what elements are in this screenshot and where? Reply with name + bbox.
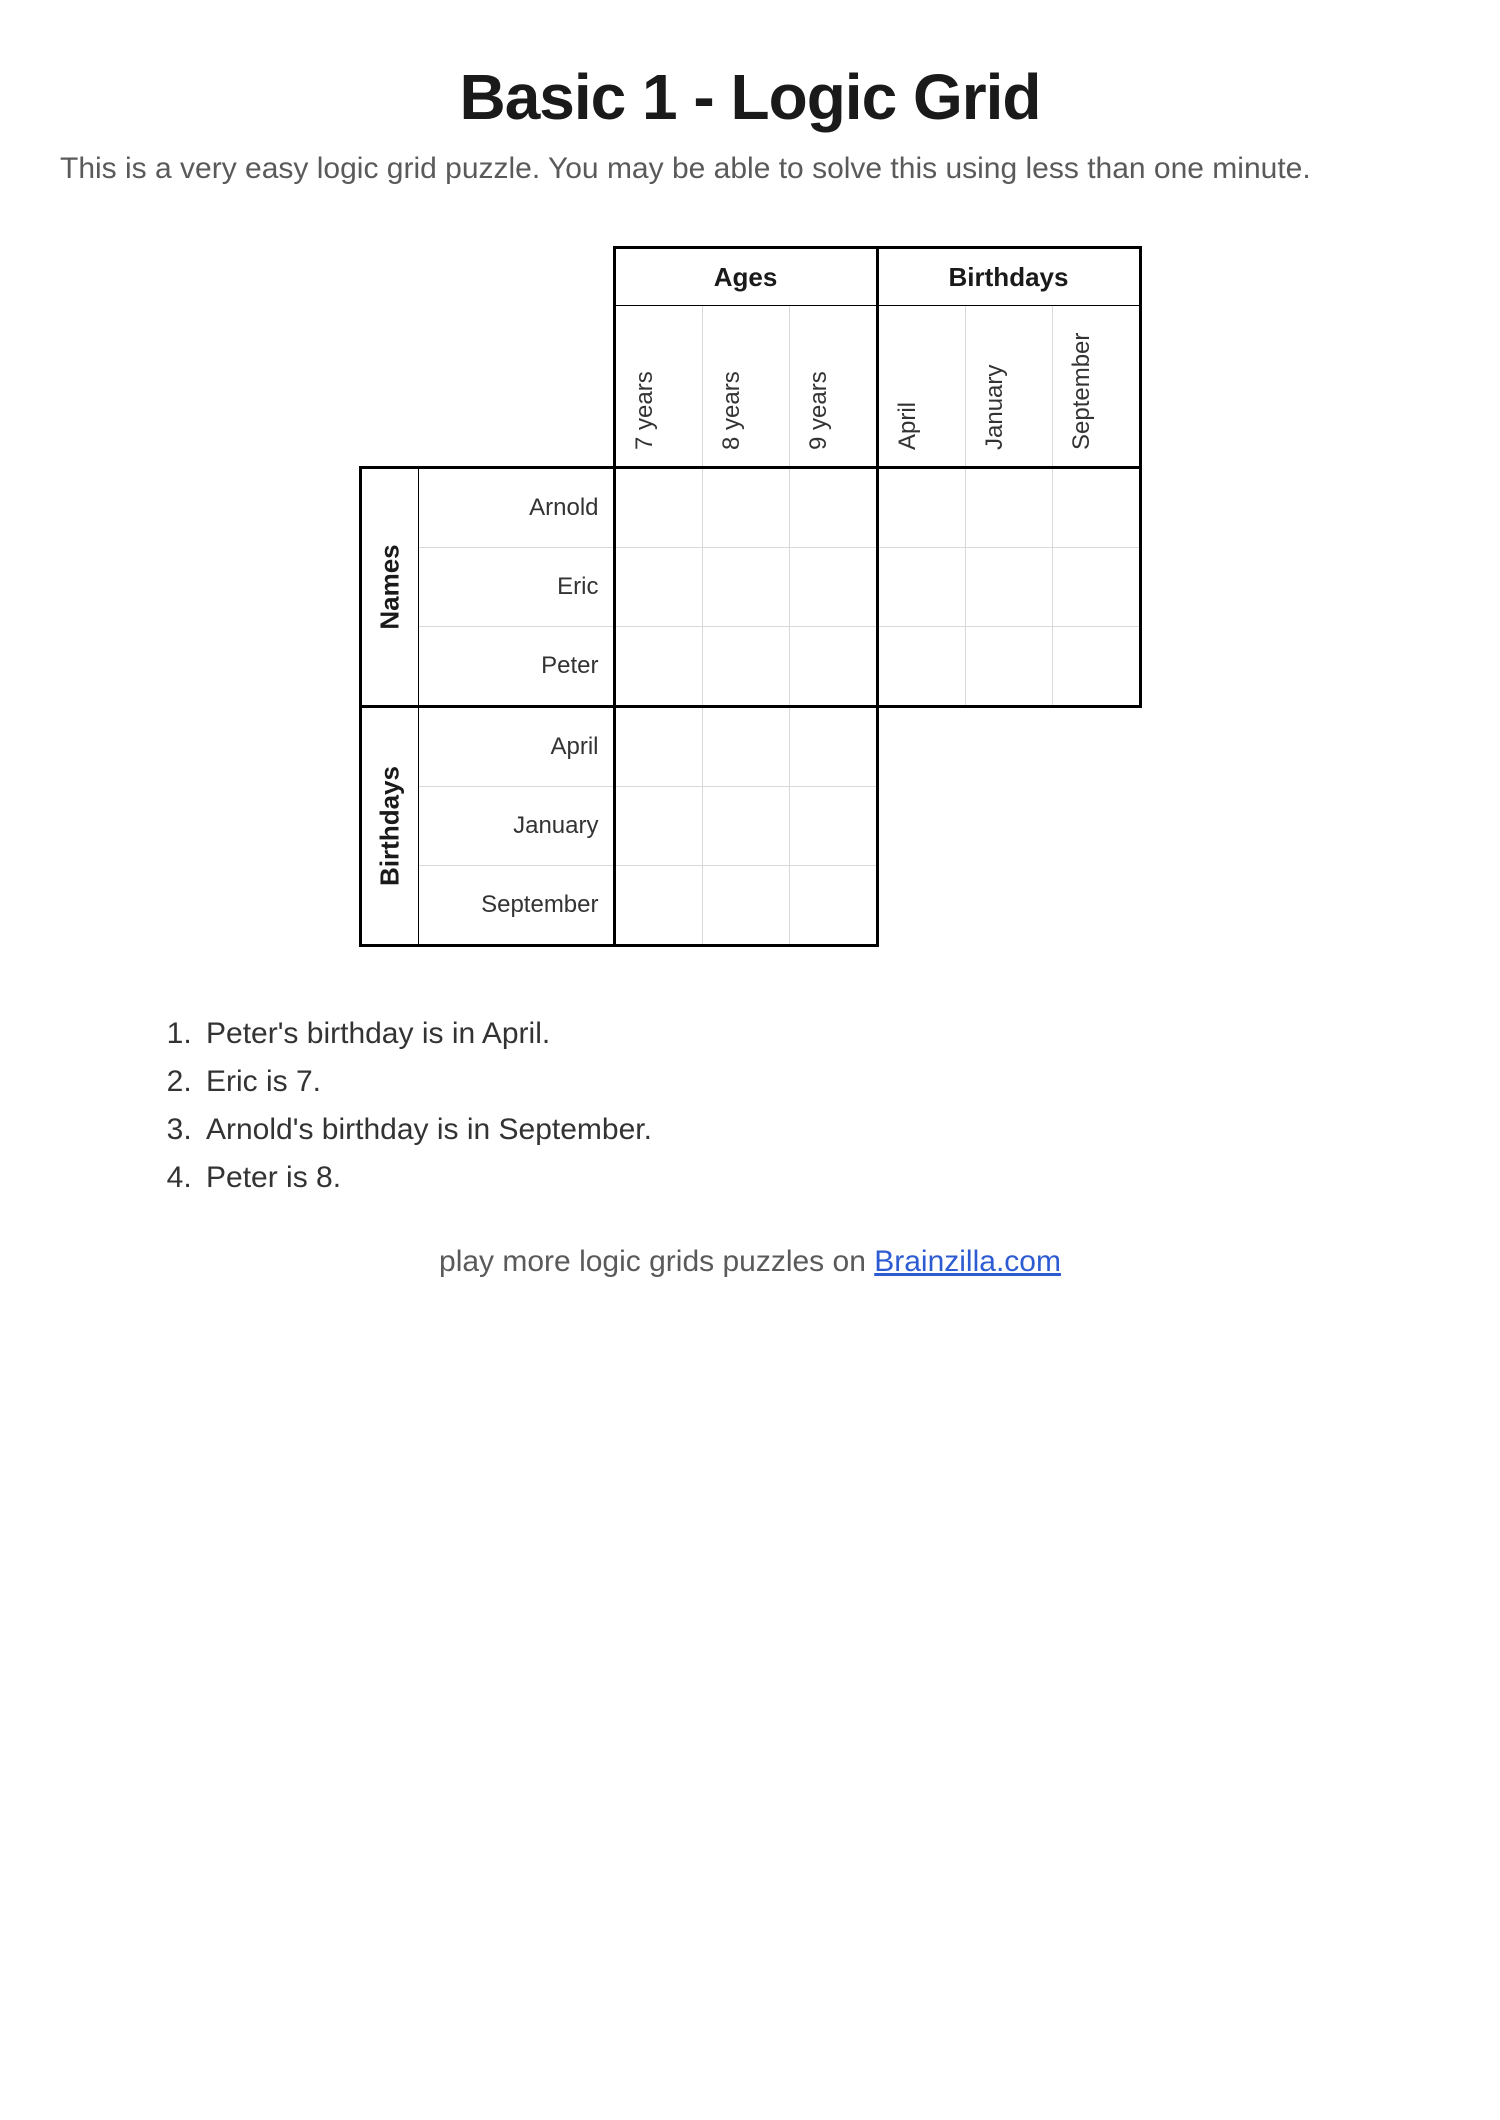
column-item-header: 8 years [702,306,789,468]
column-category-header: Ages [614,248,877,306]
grid-cell[interactable] [877,468,965,548]
grid-cell[interactable] [614,787,702,866]
footer-link[interactable]: Brainzilla.com [874,1245,1061,1278]
grid-cell[interactable] [789,787,877,866]
grid-cell[interactable] [965,548,1052,627]
row-item-header: September [418,866,614,946]
grid-cell[interactable] [702,707,789,787]
column-item-header: April [877,306,965,468]
grid-cell[interactable] [789,707,877,787]
row-item-header: Arnold [418,468,614,548]
grid-cell[interactable] [702,468,789,548]
logic-grid-container: AgesBirthdays7 years8 years9 yearsAprilJ… [60,246,1440,947]
grid-cell[interactable] [702,627,789,707]
clue-item: Peter is 8. [200,1161,1440,1195]
column-item-header: September [1052,306,1140,468]
grid-cell[interactable] [702,787,789,866]
grid-cell[interactable] [965,468,1052,548]
row-item-header: January [418,787,614,866]
grid-cell[interactable] [614,707,702,787]
grid-cell[interactable] [877,548,965,627]
clue-item: Peter's birthday is in April. [200,1017,1440,1051]
row-item-header: Eric [418,548,614,627]
grid-cell[interactable] [614,548,702,627]
column-item-header: 7 years [614,306,702,468]
row-category-header: Birthdays [360,707,418,946]
row-category-header: Names [360,468,418,707]
clue-item: Arnold's birthday is in September. [200,1113,1440,1147]
page: Basic 1 - Logic Grid This is a very easy… [0,0,1500,2120]
page-title: Basic 1 - Logic Grid [60,60,1440,134]
grid-cell[interactable] [1052,468,1140,548]
page-subtitle: This is a very easy logic grid puzzle. Y… [60,152,1440,186]
grid-cell[interactable] [614,468,702,548]
footer-text: play more logic grids puzzles on Brainzi… [60,1245,1440,1279]
row-item-header: Peter [418,627,614,707]
grid-cell[interactable] [789,627,877,707]
grid-cell[interactable] [789,866,877,946]
column-category-header: Birthdays [877,248,1140,306]
logic-grid-table: AgesBirthdays7 years8 years9 yearsAprilJ… [359,246,1142,947]
row-item-header: April [418,707,614,787]
column-item-header: 9 years [789,306,877,468]
grid-cell[interactable] [1052,548,1140,627]
grid-cell[interactable] [702,866,789,946]
footer-prefix: play more logic grids puzzles on [439,1245,874,1278]
grid-cell[interactable] [614,627,702,707]
grid-cell[interactable] [877,627,965,707]
grid-cell[interactable] [789,468,877,548]
clue-item: Eric is 7. [200,1065,1440,1099]
clue-list: Peter's birthday is in April. Eric is 7. A… [160,1017,1440,1195]
grid-cell[interactable] [702,548,789,627]
grid-cell[interactable] [614,866,702,946]
grid-cell[interactable] [1052,627,1140,707]
spacer [360,248,614,468]
grid-cell[interactable] [965,627,1052,707]
column-item-header: January [965,306,1052,468]
grid-cell[interactable] [789,548,877,627]
